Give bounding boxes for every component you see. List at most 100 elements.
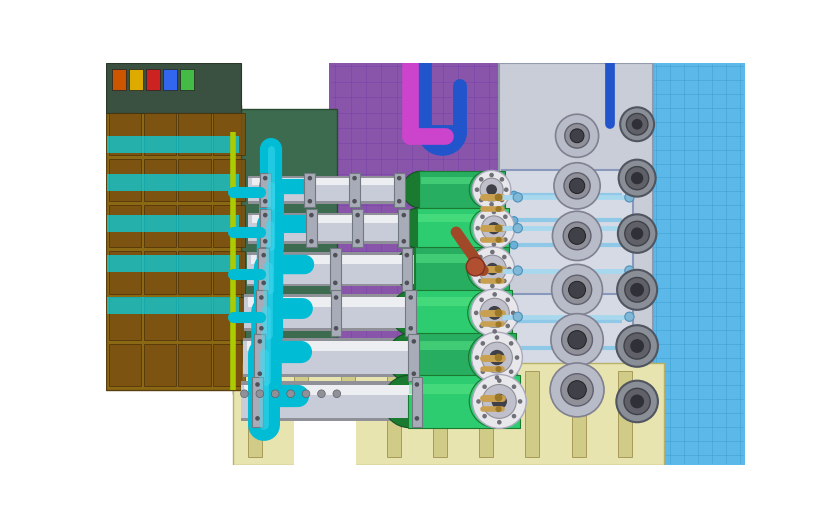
Circle shape [355,239,360,244]
Circle shape [552,264,603,315]
Circle shape [509,370,514,374]
Bar [330,63,506,394]
Circle shape [496,366,501,372]
Circle shape [261,280,266,285]
Circle shape [491,210,496,215]
Circle shape [513,266,522,275]
Bar [180,69,193,90]
Circle shape [510,317,518,325]
Circle shape [473,267,478,271]
Circle shape [263,176,267,181]
Circle shape [255,382,260,387]
Circle shape [333,253,338,257]
Circle shape [511,414,516,419]
Bar [252,215,406,223]
Bar [178,343,211,386]
Circle shape [478,255,483,259]
Bar [252,178,403,185]
Bar [502,171,633,270]
Circle shape [479,177,484,182]
Bar [109,113,141,155]
Circle shape [261,253,266,257]
Circle shape [412,339,416,343]
Circle shape [471,332,522,383]
Circle shape [495,194,502,201]
Bar [233,363,664,465]
Circle shape [480,298,510,327]
Circle shape [510,217,518,224]
Circle shape [404,280,409,285]
Circle shape [470,208,510,248]
Circle shape [496,406,501,412]
Circle shape [466,257,485,276]
Circle shape [496,236,501,243]
Circle shape [625,266,634,275]
Bar [247,255,414,283]
Circle shape [479,255,506,283]
Circle shape [618,160,656,197]
Bar [306,209,317,247]
Bar [112,69,126,90]
Circle shape [631,172,643,184]
Circle shape [510,311,515,315]
Circle shape [518,399,522,404]
Circle shape [478,279,483,283]
Circle shape [490,173,494,177]
Circle shape [624,388,650,414]
Circle shape [564,173,590,199]
Circle shape [470,247,515,291]
Circle shape [515,355,520,360]
Bar [212,159,245,201]
Bar [421,177,488,184]
Bar [212,298,245,340]
Circle shape [475,355,479,360]
Circle shape [397,176,402,181]
Bar [106,105,241,390]
Circle shape [481,370,486,374]
Bar [248,178,406,201]
Circle shape [497,378,501,383]
Circle shape [402,239,406,244]
Bar [241,385,423,418]
Circle shape [271,390,279,398]
Bar [387,371,401,457]
Bar [107,174,239,191]
Circle shape [479,198,484,203]
Circle shape [481,238,485,242]
Bar [243,338,420,377]
Circle shape [408,295,413,300]
Circle shape [490,250,495,254]
Bar [109,343,141,386]
Circle shape [241,390,248,398]
Circle shape [510,241,518,249]
Circle shape [473,207,515,249]
Circle shape [333,390,340,398]
Circle shape [309,239,314,244]
Circle shape [568,381,586,399]
Circle shape [555,114,598,157]
Circle shape [495,354,502,361]
Bar [330,290,341,336]
Circle shape [497,420,501,424]
Bar [144,113,176,155]
Bar [129,69,143,90]
Bar [212,343,245,386]
Bar [107,215,239,232]
Bar [479,371,493,457]
Circle shape [475,187,479,192]
Bar [405,290,416,336]
Bar [248,298,414,307]
Circle shape [468,333,518,382]
Bar [415,247,509,291]
Circle shape [503,215,508,219]
Circle shape [255,416,260,421]
Bar [248,215,410,241]
Circle shape [492,292,497,296]
Bar [144,159,176,201]
Circle shape [302,390,310,398]
Circle shape [568,330,586,349]
Bar [107,136,239,153]
Circle shape [481,215,485,219]
Circle shape [488,306,501,320]
Circle shape [508,226,512,231]
